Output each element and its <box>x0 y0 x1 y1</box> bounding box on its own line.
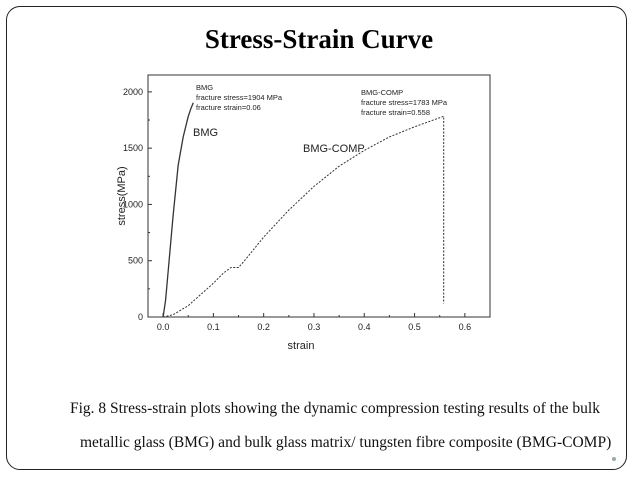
comp-info-line: fracture stress=1783 MPa <box>361 98 448 107</box>
x-tick-label: 0.1 <box>207 322 220 332</box>
x-tick-label: 0.3 <box>308 322 321 332</box>
plot-frame <box>147 74 491 318</box>
x-tick-label: 0.0 <box>157 322 170 332</box>
x-tick-label: 0.2 <box>257 322 270 332</box>
slide-corner-dot <box>612 457 616 461</box>
bmg-info-line: fracture strain=0.06 <box>196 103 261 112</box>
series-line-bmg-comp <box>162 115 445 318</box>
y-tick-label: 1500 <box>123 143 143 153</box>
comp-curve-label-line: BMG-COMP <box>303 143 365 155</box>
y-tick-label: 2000 <box>123 87 143 97</box>
bmg-info-line: BMG <box>196 83 213 92</box>
slide-title: Stress-Strain Curve <box>204 24 434 54</box>
bmg-info-line: fracture stress=1904 MPa <box>196 93 283 102</box>
bmg-curve-label-line: BMG <box>193 127 218 139</box>
figure-caption-line-1: Fig. 8 Stress-strain plots showing the d… <box>70 400 600 417</box>
y-tick-label: 1000 <box>123 199 143 209</box>
x-axis-label: strain <box>288 340 315 352</box>
x-tick-label: 0.4 <box>358 322 371 332</box>
comp-info-line: BMG-COMP <box>361 88 403 97</box>
y-tick-label: 500 <box>128 256 143 266</box>
x-tick-label: 0.5 <box>408 322 421 332</box>
y-axis-label: stress(MPa) <box>116 166 128 225</box>
x-tick-label: 0.6 <box>459 322 472 332</box>
series-line-bmg <box>162 102 194 318</box>
slide-frame <box>6 6 627 470</box>
y-tick-label: 0 <box>138 312 143 322</box>
comp-info-line: fracture strain=0.558 <box>361 108 430 117</box>
figure-caption-line-2: metallic glass (BMG) and bulk glass matr… <box>80 434 612 451</box>
